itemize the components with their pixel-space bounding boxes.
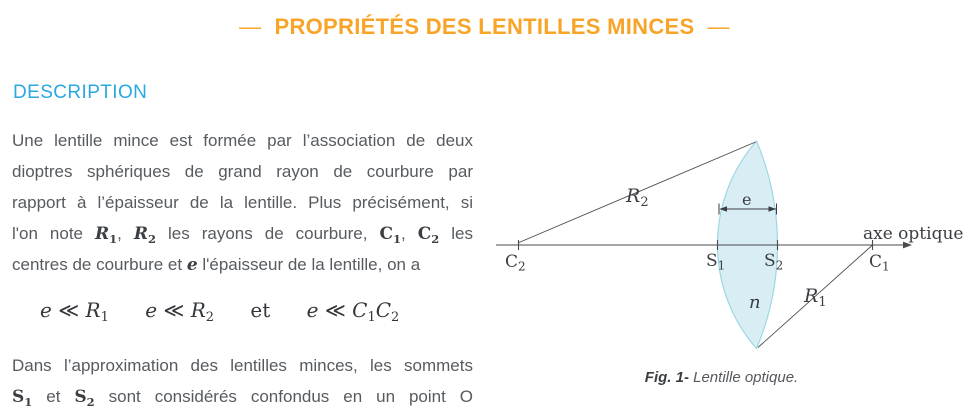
title-dash-left: — (239, 14, 262, 39)
axis-label: axe optique (863, 224, 963, 244)
title-dash-right: — (707, 14, 730, 39)
figure-caption: Fig. 1- Lentille optique. (482, 369, 961, 386)
equation-group-2: e ≪ R2 (145, 298, 215, 325)
body-line: rapport à l’épaisseur de la lentille. Pl… (12, 193, 473, 212)
section-heading: DESCRIPTION (13, 82, 148, 103)
radius-r1-line (757, 245, 873, 348)
label-r1: R1 (803, 285, 827, 310)
caption-text: Lentille optique. (693, 369, 799, 386)
body-line: S1 et S2 sont considérés confondus en un… (12, 387, 473, 409)
thickness-arrow-left-icon (719, 206, 727, 212)
page-title: — PROPRIÉTÉS DES LENTILLES MINCES — (0, 14, 969, 40)
equation-group-1: e ≪ R1 (40, 298, 109, 325)
thickness-label: e (742, 190, 751, 209)
caption-label: Fig. 1- (644, 369, 689, 386)
label-r2: R2 (625, 185, 649, 210)
paragraph-1: Une lentille mince est formée par l’asso… (12, 125, 473, 280)
label-s2: S2 (764, 251, 783, 273)
equation-group-3: e ≪ C1C2 (306, 298, 400, 325)
label-c1: C1 (869, 252, 890, 274)
lens-diagram: axe optique C2 S1 S2 C1 R2 R1 e n (496, 139, 963, 350)
label-s1: S1 (706, 251, 725, 273)
label-c2: C2 (505, 252, 526, 274)
index-label: n (749, 292, 761, 313)
equation: e ≪ R1 e ≪ R2 et e ≪ C1C2 (12, 293, 473, 329)
body-line: dioptres sphériques de grand rayon de co… (12, 162, 473, 181)
thickness-arrow-right-icon (768, 206, 776, 212)
paragraph-2: Dans l’approximation des lentilles mince… (12, 350, 473, 412)
radius-r2-line (518, 141, 756, 243)
body-line: Dans l’approximation des lentilles mince… (12, 356, 473, 375)
body-line: centres de courbure et e l'épaisseur de … (12, 255, 421, 275)
thickness-dimension (718, 203, 777, 215)
body-line: l'on note R1, R2 les rayons de courbure,… (12, 224, 473, 246)
equation-word-et: et (250, 298, 271, 322)
page-title-text: PROPRIÉTÉS DES LENTILLES MINCES (274, 14, 695, 39)
body-line: Une lentille mince est formée par l’asso… (12, 131, 473, 150)
axis-arrowhead-icon (903, 241, 912, 249)
